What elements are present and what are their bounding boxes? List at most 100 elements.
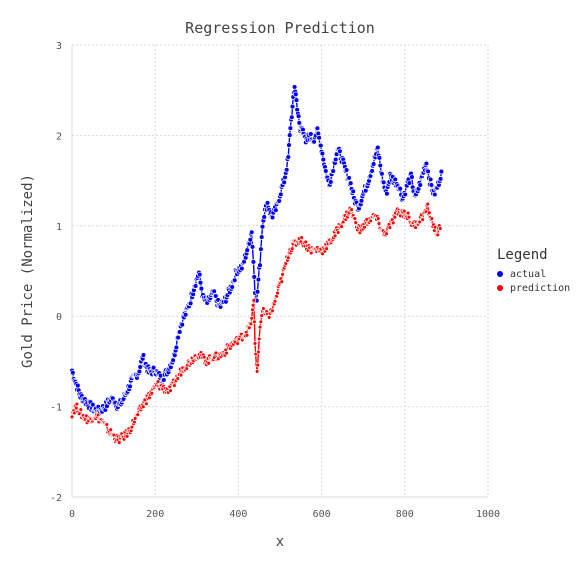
data-point-actual	[137, 364, 143, 370]
data-point-prediction	[175, 376, 180, 381]
data-point-actual	[330, 168, 336, 174]
legend-swatch-actual	[497, 271, 503, 277]
data-point-prediction	[362, 225, 367, 230]
data-point-prediction	[252, 319, 257, 325]
data-point-prediction	[257, 324, 263, 330]
data-point-actual	[173, 344, 180, 351]
data-point-actual	[75, 382, 81, 389]
data-point-actual	[176, 329, 183, 335]
data-point-prediction	[280, 272, 285, 277]
data-point-actual	[286, 142, 292, 148]
x-tick-label: 1000	[476, 509, 500, 520]
data-point-actual	[384, 190, 390, 197]
data-point-prediction	[266, 315, 272, 320]
data-point-prediction	[387, 225, 393, 230]
data-point-prediction	[259, 313, 264, 318]
data-point-actual	[291, 84, 298, 90]
data-point-actual	[380, 179, 387, 186]
data-point-actual	[285, 154, 292, 160]
data-point-actual	[278, 191, 284, 198]
data-point-actual	[249, 244, 256, 250]
data-point-actual	[347, 180, 354, 186]
data-point-actual	[392, 176, 398, 183]
data-point-prediction	[250, 307, 255, 313]
data-point-actual	[250, 259, 257, 265]
data-point-prediction	[429, 216, 435, 221]
data-point-prediction	[406, 214, 412, 220]
data-point-actual	[376, 155, 383, 161]
data-point-prediction	[248, 321, 254, 327]
data-point-actual	[269, 214, 276, 221]
data-point-prediction	[320, 251, 325, 257]
y-tick-label: -1	[50, 403, 62, 414]
data-point-prediction	[258, 319, 264, 325]
data-point-prediction	[155, 379, 161, 384]
data-point-prediction	[332, 233, 338, 239]
data-point-actual	[314, 125, 321, 132]
data-point-actual	[369, 168, 375, 174]
data-point-prediction	[275, 290, 280, 296]
data-point-actual	[428, 182, 435, 188]
legend-label-prediction: prediction	[510, 283, 570, 294]
data-point-prediction	[390, 220, 396, 226]
data-point-actual	[287, 125, 294, 131]
y-tick-label: 1	[56, 222, 62, 233]
data-point-actual	[409, 174, 415, 180]
data-point-actual	[273, 207, 279, 213]
data-point-prediction	[303, 239, 308, 245]
data-point-actual	[239, 265, 245, 272]
data-point-prediction	[144, 401, 149, 407]
data-point-prediction	[178, 372, 184, 378]
x-tick-label: 400	[229, 509, 247, 520]
data-point-actual	[244, 247, 250, 253]
data-point-actual	[289, 114, 295, 121]
data-point-actual	[187, 300, 194, 307]
data-point-actual	[140, 352, 147, 358]
data-point-actual	[254, 288, 261, 295]
data-point-actual	[248, 229, 255, 236]
data-point-prediction	[250, 302, 256, 308]
data-point-actual	[308, 131, 314, 137]
data-point-actual	[231, 277, 238, 284]
data-point-actual	[247, 237, 254, 243]
data-point-actual	[276, 198, 282, 204]
data-point-actual	[316, 135, 322, 141]
data-point-actual	[370, 161, 377, 167]
plot-area	[69, 84, 445, 445]
data-point-actual	[406, 180, 413, 186]
data-point-prediction	[405, 210, 411, 216]
data-point-actual	[328, 179, 334, 185]
data-point-actual	[182, 312, 189, 318]
data-point-actual	[402, 191, 408, 198]
data-point-actual	[375, 144, 381, 151]
x-tick-label: 800	[396, 509, 414, 520]
data-point-prediction	[254, 369, 260, 374]
data-point-prediction	[108, 427, 113, 432]
data-point-prediction	[279, 279, 284, 284]
data-point-prediction	[201, 354, 207, 360]
data-point-actual	[255, 276, 262, 283]
data-point-prediction	[384, 231, 389, 236]
data-point-prediction	[104, 422, 110, 427]
data-point-prediction	[124, 434, 130, 439]
series-actual	[69, 84, 445, 416]
data-point-prediction	[73, 405, 79, 411]
data-point-actual	[257, 262, 263, 268]
legend-label-actual: actual	[510, 269, 546, 280]
data-point-actual	[438, 168, 445, 175]
data-point-actual	[179, 321, 185, 328]
data-point-actual	[127, 383, 133, 390]
data-point-prediction	[375, 216, 381, 221]
data-point-actual	[281, 179, 287, 186]
data-point-prediction	[117, 440, 122, 445]
data-point-prediction	[168, 388, 173, 393]
data-point-actual	[337, 148, 343, 155]
data-point-prediction	[255, 362, 260, 368]
data-point-actual	[432, 191, 438, 198]
data-point-actual	[293, 97, 300, 103]
data-point-actual	[346, 175, 352, 181]
data-point-prediction	[224, 350, 229, 356]
data-point-actual	[427, 176, 434, 183]
data-point-actual	[350, 188, 356, 195]
